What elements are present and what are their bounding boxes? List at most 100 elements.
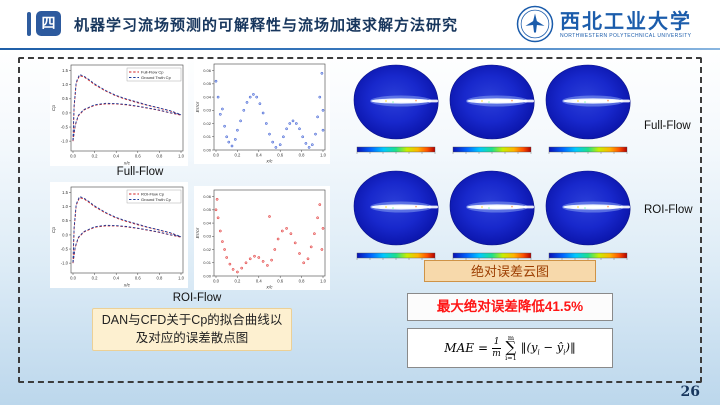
svg-text:0.5: 0.5 [62,218,68,223]
svg-text:0.8: 0.8 [299,279,305,284]
svg-text:1.0: 1.0 [178,154,184,159]
label-roi-flow-left: ROI-Flow [172,292,222,304]
formula-summation: m ∑ i=1 [505,335,517,362]
svg-text:1.0: 1.0 [62,204,68,209]
error-contour-full-2 [444,62,540,158]
slide-header: 四 机器学习流场预测的可解释性与流场加速求解方法研究 西北工业大学 NORTHW… [0,0,720,48]
svg-text:0.01: 0.01 [203,260,212,265]
svg-text:Ground Truth Cp: Ground Truth Cp [141,75,172,80]
sum-lower-limit: i=1 [505,353,517,362]
svg-text:0.02: 0.02 [203,247,212,252]
svg-text:0.05: 0.05 [203,207,212,212]
label-roi-flow-right: ROI-Flow [644,204,693,216]
section-number-badge: 四 [36,11,61,36]
formula-body: ‖(yi − ŷi)‖ [520,339,576,357]
slide-title: 机器学习流场预测的可解释性与流场加速求解方法研究 [74,17,459,34]
formula-lhs: MAE [444,341,475,355]
svg-text:Cp: Cp [51,227,57,233]
svg-text:0.8: 0.8 [299,153,305,158]
error-scatter-roi-flow: 0.00 0.01 0.02 0.03 0.04 0.05 0.06 0.0 0.2 0.4 0.6… [194,186,330,291]
svg-text:0.02: 0.02 [203,121,212,126]
university-name: 西北工业大学 NORTHWESTERN POLYTECHNICAL UNIVER… [560,10,692,39]
error-contour-roi-1 [348,168,444,264]
fraction-bar [492,347,502,349]
svg-text:Ground Truth Cp: Ground Truth Cp [141,197,172,202]
svg-text:Error: Error [195,101,201,112]
svg-text:0.00: 0.00 [203,273,212,278]
svg-text:0.04: 0.04 [203,220,212,225]
svg-text:0.8: 0.8 [156,154,162,159]
svg-text:0.4: 0.4 [113,276,119,281]
page-number: 26 [680,384,700,400]
svg-text:1.0: 1.0 [178,276,184,281]
svg-text:0.4: 0.4 [256,279,262,284]
error-contour-roi-3 [540,168,636,264]
formula-fraction: 1 m [492,336,502,359]
svg-text:-1.0: -1.0 [61,139,69,144]
svg-text:x/c: x/c [123,161,131,167]
university-name-cn: 西北工业大学 [560,8,692,33]
svg-text:0.03: 0.03 [203,108,212,113]
cp-chart-roi-flow: 1.5 1.0 0.5 0.0 -0.5 -1.0 0.0 0.2 0.4 0.6 0.8 1.0 x/… [50,182,188,289]
svg-text:ROI-Flow Cp: ROI-Flow Cp [141,192,165,197]
svg-text:0.01: 0.01 [203,134,212,139]
university-logo: 西北工业大学 NORTHWESTERN POLYTECHNICAL UNIVER… [516,5,692,43]
svg-text:x/c: x/c [265,159,273,165]
svg-text:-1.0: -1.0 [61,261,69,266]
svg-text:0.0: 0.0 [213,279,219,284]
svg-text:0.6: 0.6 [135,154,141,159]
svg-text:0.06: 0.06 [203,68,212,73]
formula-equals: = [478,341,489,355]
mae-formula-box: MAE = 1 m m ∑ i=1 ‖(yi − ŷi)‖ [407,328,613,368]
university-name-en: NORTHWESTERN POLYTECHNICAL UNIVERSITY [560,32,692,39]
svg-text:-0.5: -0.5 [61,246,69,251]
svg-text:0.05: 0.05 [203,81,212,86]
svg-text:0.0: 0.0 [70,276,76,281]
caption-box: DAN与CFD关于Cp的拟合曲线以及对应的误差散点图 [92,308,292,351]
error-contour-roi-2 [444,168,540,264]
svg-text:Error: Error [195,227,201,238]
error-cloud-label-box: 绝对误差云图 [424,260,596,282]
svg-text:0.6: 0.6 [277,153,283,158]
svg-text:Full-Flow Cp: Full-Flow Cp [141,70,164,75]
label-full-flow-right: Full-Flow [644,120,691,132]
svg-text:0.4: 0.4 [113,154,119,159]
svg-text:-0.5: -0.5 [61,124,69,129]
sigma-symbol: ∑ [505,338,517,357]
svg-text:1.5: 1.5 [62,68,68,73]
error-scatter-full-flow: 0.00 0.01 0.02 0.03 0.04 0.05 0.06 0.0 0.2 0.4 0.6… [194,60,330,165]
svg-text:1.0: 1.0 [320,153,326,158]
svg-text:Cp: Cp [51,105,57,111]
svg-text:0.8: 0.8 [156,276,162,281]
fraction-numerator: 1 [493,336,500,347]
svg-text:1.0: 1.0 [62,82,68,87]
svg-text:0.0: 0.0 [62,232,68,237]
svg-text:0.03: 0.03 [203,234,212,239]
svg-text:0.2: 0.2 [92,276,98,281]
sum-upper-limit: m [507,333,514,342]
svg-text:0.0: 0.0 [213,153,219,158]
content-dashed-border [18,57,702,383]
svg-text:0.00: 0.00 [203,147,212,152]
svg-text:0.0: 0.0 [70,154,76,159]
svg-text:0.4: 0.4 [256,153,262,158]
cp-chart-full-flow: 1.5 1.0 0.5 0.0 -0.5 -1.0 0.0 0.2 0.4 0.6 0.8 1.0 x/… [50,60,188,167]
header-accent-bar [27,12,31,36]
svg-text:0.6: 0.6 [135,276,141,281]
svg-text:x/c: x/c [265,285,273,291]
svg-text:0.6: 0.6 [277,279,283,284]
svg-text:1.0: 1.0 [320,279,326,284]
svg-text:0.2: 0.2 [92,154,98,159]
svg-text:0.06: 0.06 [203,194,212,199]
error-contour-full-3 [540,62,636,158]
fraction-denominator: m [492,348,501,359]
improvement-highlight-box: 最大绝对误差降低41.5% [407,293,613,321]
svg-text:0.2: 0.2 [234,153,240,158]
contour-grid [348,62,638,264]
university-emblem-icon [516,5,554,43]
slide-body: 1.5 1.0 0.5 0.0 -0.5 -1.0 0.0 0.2 0.4 0.6 0.8 1.0 x/… [0,50,720,405]
svg-text:0.2: 0.2 [234,279,240,284]
error-contour-full-1 [348,62,444,158]
svg-text:0.5: 0.5 [62,96,68,101]
